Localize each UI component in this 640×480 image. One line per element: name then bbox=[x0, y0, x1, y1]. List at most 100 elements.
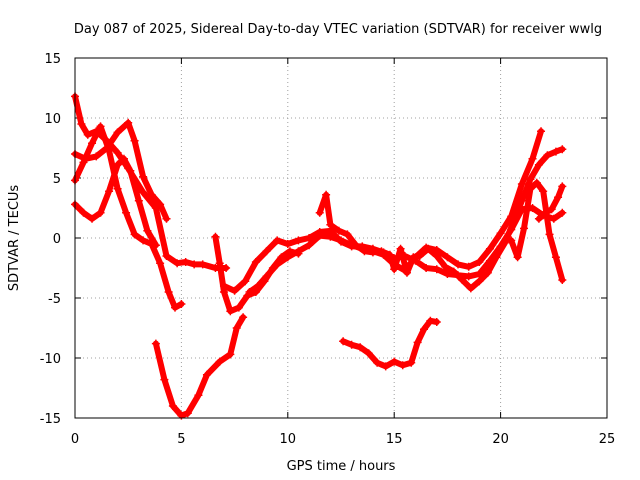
data-point bbox=[390, 357, 399, 366]
data-point bbox=[88, 214, 97, 223]
y-tick-label: 10 bbox=[44, 112, 61, 127]
data-point bbox=[139, 236, 148, 245]
data-point bbox=[183, 409, 192, 418]
data-point bbox=[520, 224, 529, 233]
data-point bbox=[283, 240, 292, 248]
data-point bbox=[162, 214, 171, 223]
data-point bbox=[432, 265, 441, 274]
data-point bbox=[526, 175, 535, 184]
data-point bbox=[458, 276, 467, 284]
data-point bbox=[147, 190, 156, 199]
data-point bbox=[81, 154, 90, 163]
data-point bbox=[134, 196, 143, 205]
data-point bbox=[162, 252, 171, 260]
data-point bbox=[173, 259, 182, 268]
ticks-layer: 0 5 10 15 20 25 -15 -10 -5 0 5 10 15 bbox=[40, 52, 616, 447]
data-point bbox=[83, 130, 92, 139]
data-point bbox=[198, 260, 207, 269]
data-point bbox=[226, 350, 235, 359]
y-tick-label: 0 bbox=[53, 232, 61, 247]
data-point bbox=[545, 230, 554, 239]
data-point bbox=[160, 375, 169, 384]
data-point bbox=[254, 282, 263, 290]
data-point bbox=[262, 272, 271, 281]
x-tick-label: 15 bbox=[386, 432, 403, 447]
data-point bbox=[139, 188, 148, 197]
data-point bbox=[528, 154, 537, 163]
plot-frame bbox=[74, 57, 608, 419]
data-point bbox=[168, 402, 177, 410]
data-point bbox=[96, 208, 105, 217]
data-point bbox=[273, 236, 282, 245]
data-point bbox=[466, 284, 475, 293]
series-trace bbox=[72, 93, 230, 271]
data-point bbox=[507, 236, 516, 245]
data-point bbox=[105, 187, 114, 196]
data-point bbox=[305, 241, 314, 250]
data-point bbox=[424, 244, 433, 253]
data-point bbox=[294, 247, 303, 256]
data-point bbox=[215, 259, 224, 268]
data-point bbox=[245, 288, 254, 296]
data-point bbox=[171, 303, 180, 312]
y-axis-label: SDTVAR / TECUs bbox=[7, 185, 22, 292]
data-point bbox=[92, 152, 101, 161]
data-point bbox=[194, 391, 203, 400]
series-track-c bbox=[71, 154, 160, 250]
data-point bbox=[492, 253, 501, 262]
data-point bbox=[398, 361, 407, 370]
data-point bbox=[373, 358, 382, 367]
data-point bbox=[326, 220, 335, 229]
data-point bbox=[549, 214, 558, 223]
data-point bbox=[532, 178, 541, 187]
data-point bbox=[534, 160, 543, 169]
data-point bbox=[513, 253, 522, 262]
data-point bbox=[315, 208, 324, 217]
data-point bbox=[337, 236, 345, 245]
data-point bbox=[241, 277, 250, 286]
data-point bbox=[415, 252, 424, 260]
data-point bbox=[130, 230, 139, 239]
series-track-j bbox=[507, 178, 567, 284]
data-point bbox=[485, 244, 494, 253]
data-point bbox=[130, 136, 139, 145]
data-point bbox=[343, 230, 352, 239]
series-trace bbox=[340, 317, 440, 370]
x-tick-label: 10 bbox=[280, 432, 297, 447]
data-point bbox=[539, 187, 548, 196]
series-layer bbox=[71, 92, 567, 420]
series-trace bbox=[316, 146, 566, 292]
x-tick-label: 5 bbox=[177, 432, 185, 447]
data-point bbox=[356, 343, 365, 352]
y-tick-label: 15 bbox=[44, 52, 61, 67]
data-point bbox=[124, 118, 133, 127]
data-point bbox=[534, 214, 543, 223]
data-point bbox=[283, 253, 292, 262]
data-point bbox=[537, 127, 546, 136]
data-point bbox=[517, 180, 526, 188]
data-point bbox=[390, 265, 399, 274]
data-point bbox=[273, 260, 282, 269]
data-point bbox=[407, 358, 416, 367]
data-point bbox=[558, 145, 567, 154]
data-point bbox=[360, 247, 369, 256]
data-point bbox=[262, 247, 271, 256]
data-point bbox=[88, 139, 97, 148]
data-point bbox=[232, 324, 241, 332]
data-point bbox=[396, 244, 405, 253]
data-point bbox=[454, 260, 463, 269]
series-track-k bbox=[534, 182, 567, 223]
data-point bbox=[339, 337, 348, 346]
y-tick-label: -10 bbox=[40, 352, 61, 367]
data-point bbox=[558, 276, 567, 284]
x-tick-label: 20 bbox=[492, 432, 509, 447]
data-point bbox=[347, 340, 356, 349]
series-track-e bbox=[151, 313, 248, 420]
series-track-a bbox=[71, 92, 231, 272]
data-point bbox=[96, 122, 105, 131]
data-point bbox=[102, 144, 111, 152]
data-point bbox=[381, 362, 390, 371]
data-point bbox=[441, 262, 450, 271]
data-point bbox=[483, 268, 492, 277]
data-point bbox=[113, 160, 122, 169]
